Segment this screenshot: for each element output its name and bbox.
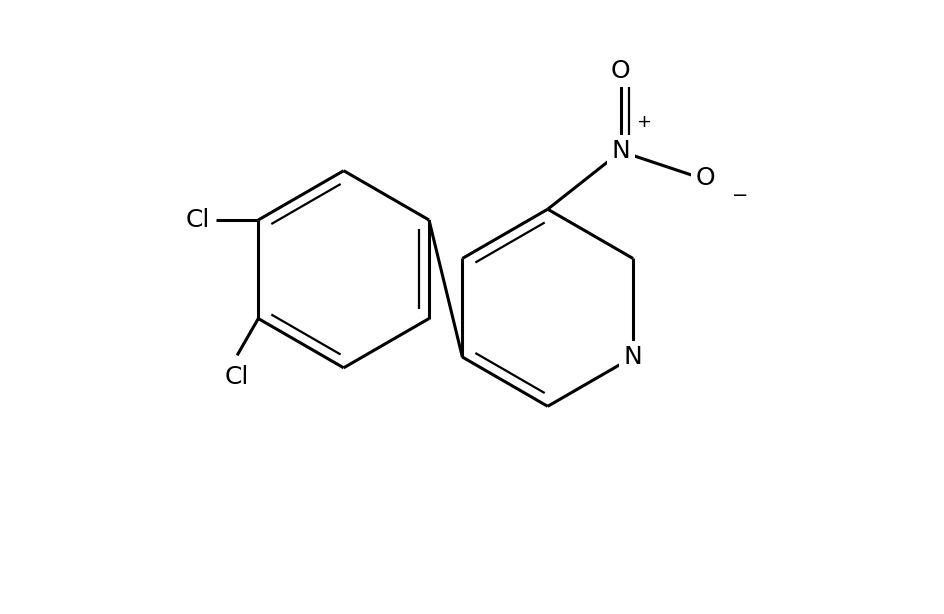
Text: −: − <box>732 186 749 205</box>
Text: Cl: Cl <box>225 365 249 389</box>
Text: O: O <box>611 58 631 83</box>
Text: N: N <box>624 345 643 369</box>
Text: +: + <box>636 113 651 131</box>
Text: O: O <box>696 166 716 190</box>
Text: N: N <box>612 139 631 163</box>
Text: Cl: Cl <box>185 208 210 232</box>
